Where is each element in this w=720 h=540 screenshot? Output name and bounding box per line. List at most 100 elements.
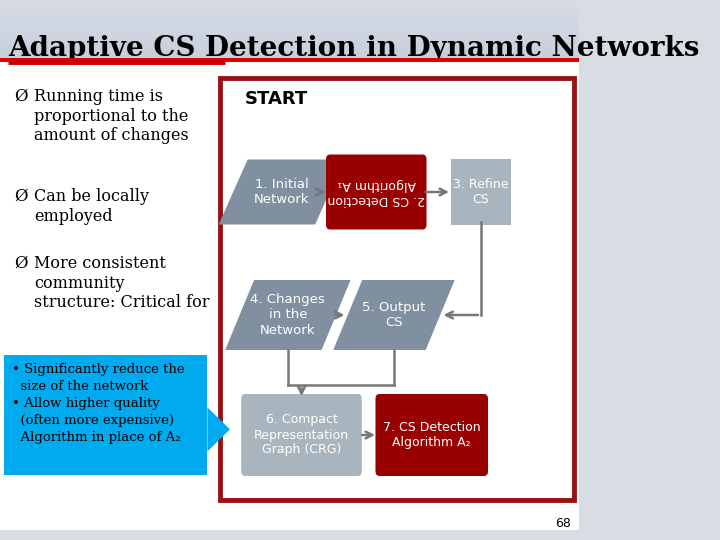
- Bar: [0, 56, 579, 57]
- Bar: [0, 6, 579, 8]
- Bar: [0, 12, 579, 14]
- FancyBboxPatch shape: [375, 394, 488, 476]
- Bar: [0, 10, 579, 11]
- Bar: [0, 8, 579, 9]
- FancyBboxPatch shape: [451, 159, 510, 225]
- Bar: [0, 19, 579, 21]
- Bar: [0, 10, 579, 11]
- Bar: [0, 25, 579, 26]
- Polygon shape: [333, 280, 454, 350]
- Bar: [0, 37, 579, 38]
- Text: 4. Changes
in the
Network: 4. Changes in the Network: [251, 294, 325, 336]
- Bar: [0, 11, 579, 12]
- Bar: [0, 55, 579, 56]
- Bar: [0, 58, 579, 59]
- Bar: [0, 51, 579, 52]
- Bar: [0, 49, 579, 50]
- Bar: [0, 38, 579, 39]
- Bar: [0, 26, 579, 28]
- Bar: [0, 15, 579, 16]
- Polygon shape: [207, 407, 230, 451]
- Bar: [0, 2, 579, 3]
- FancyBboxPatch shape: [0, 60, 579, 530]
- Bar: [0, 9, 579, 10]
- Bar: [0, 28, 579, 29]
- Bar: [0, 36, 579, 37]
- Bar: [0, 17, 579, 18]
- Bar: [0, 22, 579, 23]
- Text: More consistent
community
structure: Critical for: More consistent community structure: Cri…: [34, 255, 210, 311]
- Bar: [0, 45, 579, 46]
- Bar: [0, 16, 579, 17]
- Bar: [0, 37, 579, 38]
- FancyBboxPatch shape: [241, 394, 361, 476]
- Bar: [0, 40, 579, 42]
- Bar: [0, 32, 579, 33]
- Bar: [0, 36, 579, 37]
- Bar: [0, 14, 579, 15]
- Text: 7. CS Detection
Algorithm A₂: 7. CS Detection Algorithm A₂: [383, 421, 480, 449]
- Bar: [0, 29, 579, 30]
- Bar: [0, 5, 579, 6]
- Bar: [0, 18, 579, 19]
- Bar: [0, 48, 579, 49]
- Text: 5. Output
CS: 5. Output CS: [362, 301, 426, 329]
- Bar: [0, 33, 579, 35]
- Bar: [0, 42, 579, 43]
- Bar: [0, 33, 579, 35]
- Bar: [0, 8, 579, 9]
- Text: • Significantly reduce the
  size of the network
• Allow higher quality
  (often: • Significantly reduce the size of the n…: [12, 363, 185, 444]
- Text: Ø: Ø: [14, 188, 28, 205]
- Bar: [0, 31, 579, 32]
- FancyBboxPatch shape: [326, 154, 426, 230]
- Bar: [0, 46, 579, 48]
- Text: Running time is
proportional to the
amount of changes: Running time is proportional to the amou…: [34, 88, 189, 144]
- Bar: [0, 1, 579, 2]
- Bar: [0, 44, 579, 45]
- Text: 1. Initial
Network: 1. Initial Network: [253, 178, 309, 206]
- Bar: [0, 23, 579, 24]
- Bar: [0, 45, 579, 46]
- Bar: [0, 39, 579, 40]
- Bar: [0, 21, 579, 22]
- Bar: [0, 26, 579, 28]
- Bar: [0, 51, 579, 52]
- Bar: [0, 29, 579, 30]
- FancyBboxPatch shape: [0, 58, 579, 62]
- Bar: [0, 42, 579, 43]
- Text: Adaptive CS Detection in Dynamic Networks: Adaptive CS Detection in Dynamic Network…: [8, 35, 699, 62]
- Bar: [0, 5, 579, 6]
- Bar: [0, 11, 579, 12]
- Bar: [0, 30, 579, 31]
- Bar: [0, 35, 579, 36]
- Bar: [0, 9, 579, 10]
- Bar: [0, 43, 579, 44]
- Polygon shape: [225, 280, 351, 350]
- Bar: [0, 50, 579, 51]
- Bar: [0, 35, 579, 36]
- Bar: [0, 53, 579, 55]
- Text: Can be locally
employed: Can be locally employed: [34, 188, 149, 225]
- Bar: [0, 39, 579, 40]
- Bar: [0, 32, 579, 33]
- Bar: [0, 24, 579, 25]
- Bar: [0, 18, 579, 19]
- Bar: [0, 48, 579, 49]
- Bar: [0, 16, 579, 17]
- Bar: [0, 14, 579, 15]
- Bar: [0, 52, 579, 53]
- Bar: [0, 23, 579, 24]
- Bar: [0, 1, 579, 2]
- Bar: [0, 15, 579, 16]
- Bar: [0, 22, 579, 23]
- Bar: [0, 4, 579, 5]
- Bar: [0, 58, 579, 59]
- Text: START: START: [246, 90, 308, 108]
- Bar: [0, 28, 579, 29]
- Bar: [0, 49, 579, 50]
- Text: 68: 68: [555, 517, 571, 530]
- Bar: [0, 25, 579, 26]
- Bar: [0, 30, 579, 31]
- FancyBboxPatch shape: [220, 78, 574, 500]
- Text: 3. Refine
CS: 3. Refine CS: [453, 178, 508, 206]
